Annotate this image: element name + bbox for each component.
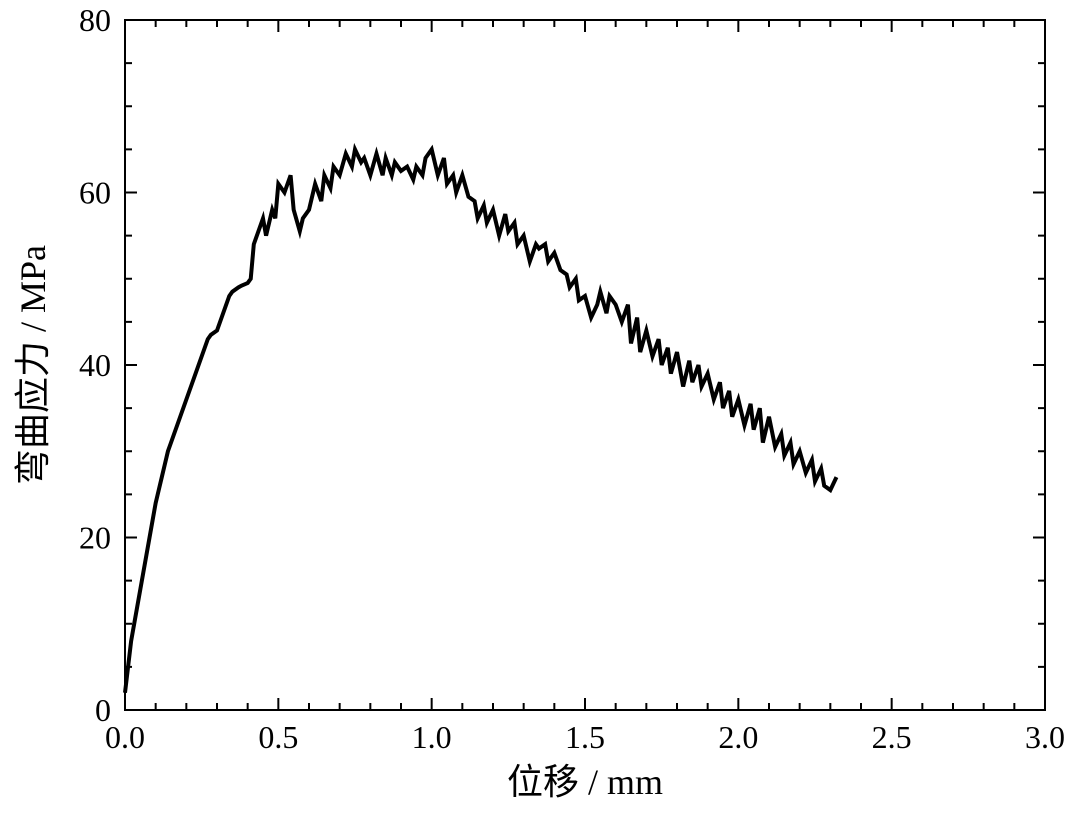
y-tick-label: 20 xyxy=(79,520,111,556)
x-tick-label: 0.5 xyxy=(258,719,298,755)
chart-svg: 0.0 0.5 1.0 1.5 2.0 2.5 3.0 0 20 40 60 80 位移 / mm 弯曲应… xyxy=(0,0,1068,815)
x-tick-label: 0.0 xyxy=(105,719,145,755)
data-series-line xyxy=(125,149,836,692)
x-axis-label: 位移 / mm xyxy=(507,762,663,802)
y-tick-label: 80 xyxy=(79,2,111,38)
x-tick-label: 1.5 xyxy=(565,719,605,755)
x-tick-label: 1.0 xyxy=(412,719,452,755)
y-tick-label: 40 xyxy=(79,347,111,383)
x-tick-label: 2.0 xyxy=(718,719,758,755)
x-tick-label: 2.5 xyxy=(872,719,912,755)
y-axis-label: 弯曲应力 / MPa xyxy=(13,245,53,485)
chart-container: 0.0 0.5 1.0 1.5 2.0 2.5 3.0 0 20 40 60 80 位移 / mm 弯曲应… xyxy=(0,0,1068,815)
y-tick-label: 60 xyxy=(79,175,111,211)
y-tick-label: 0 xyxy=(95,692,111,728)
x-tick-label: 3.0 xyxy=(1025,719,1065,755)
